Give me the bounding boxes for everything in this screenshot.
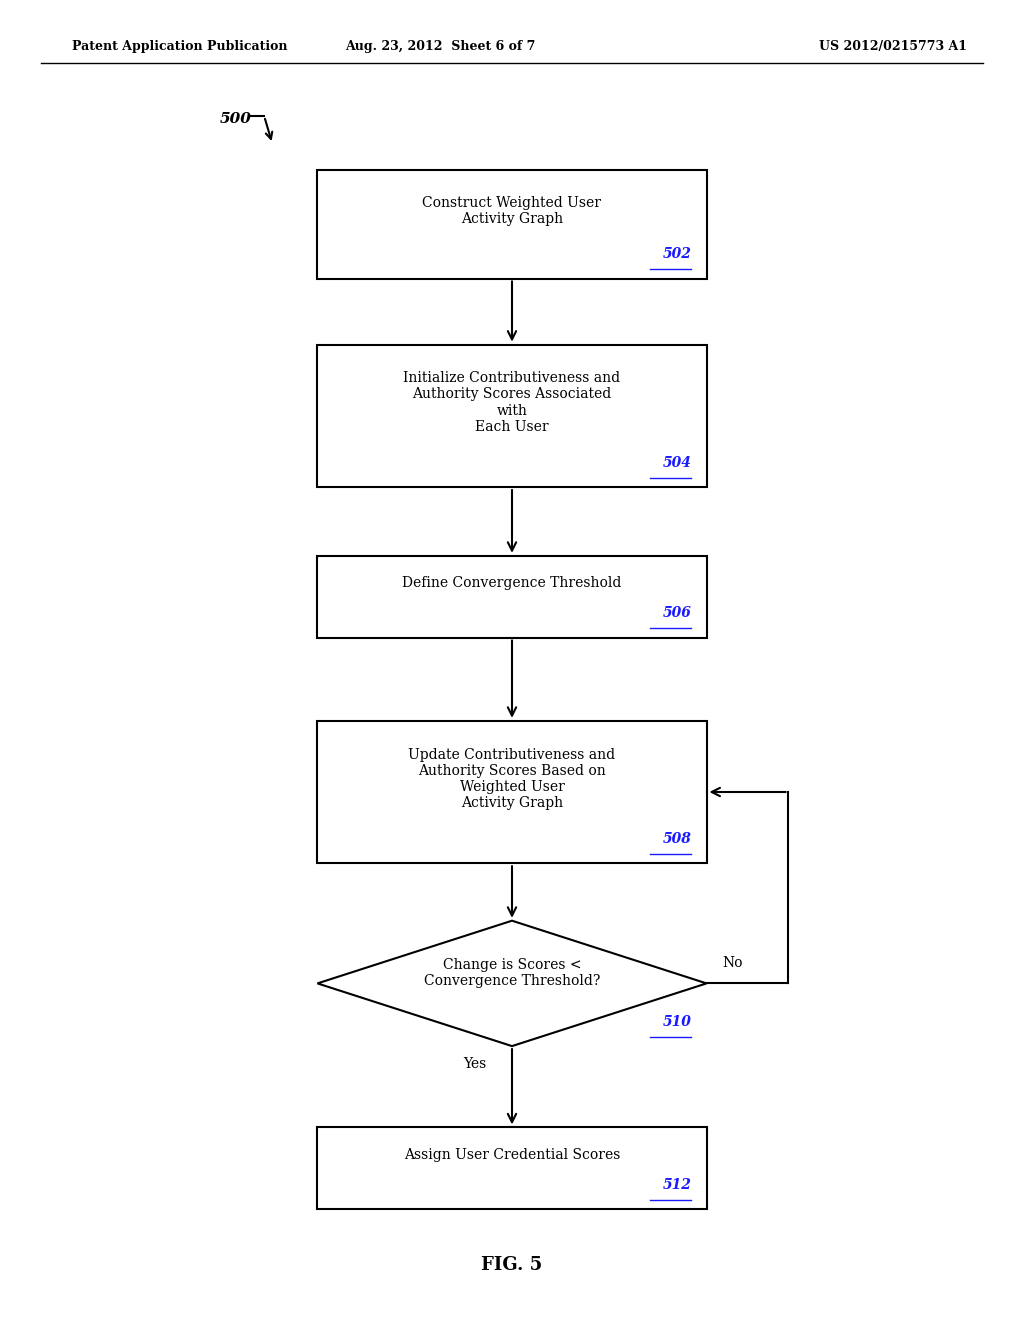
Text: Aug. 23, 2012  Sheet 6 of 7: Aug. 23, 2012 Sheet 6 of 7 [345,40,536,53]
Text: Define Convergence Threshold: Define Convergence Threshold [402,577,622,590]
Text: Change is Scores <
Convergence Threshold?: Change is Scores < Convergence Threshold… [424,958,600,987]
Polygon shape [317,921,707,1045]
Text: 504: 504 [663,455,691,470]
Text: Initialize Contributiveness and
Authority Scores Associated
with
Each User: Initialize Contributiveness and Authorit… [403,371,621,434]
Text: 510: 510 [663,1015,691,1030]
Text: Patent Application Publication: Patent Application Publication [72,40,287,53]
Text: Yes: Yes [463,1056,486,1071]
Text: Update Contributiveness and
Authority Scores Based on
Weighted User
Activity Gra: Update Contributiveness and Authority Sc… [409,747,615,810]
FancyBboxPatch shape [317,345,707,487]
Text: 506: 506 [663,606,691,620]
Text: No: No [722,956,742,970]
Text: Assign User Credential Scores: Assign User Credential Scores [403,1148,621,1162]
Text: 502: 502 [663,247,691,261]
Text: US 2012/0215773 A1: US 2012/0215773 A1 [819,40,968,53]
FancyBboxPatch shape [317,1127,707,1209]
Text: FIG. 5: FIG. 5 [481,1255,543,1274]
Text: 500: 500 [220,112,252,125]
FancyBboxPatch shape [317,556,707,638]
FancyBboxPatch shape [317,721,707,863]
Text: Construct Weighted User
Activity Graph: Construct Weighted User Activity Graph [423,197,601,226]
Text: 508: 508 [663,832,691,846]
FancyBboxPatch shape [317,170,707,279]
Text: 512: 512 [663,1177,691,1192]
